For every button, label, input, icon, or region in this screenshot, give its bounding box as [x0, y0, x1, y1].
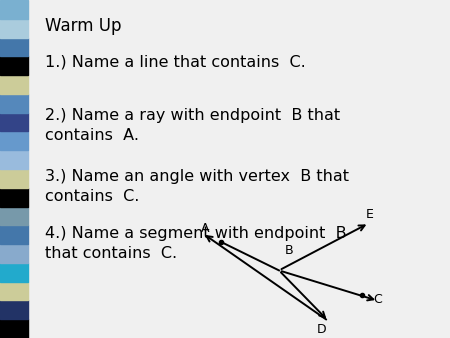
- Text: 3.) Name an angle with vertex  B that
contains  C.: 3.) Name an angle with vertex B that con…: [45, 169, 349, 204]
- Text: C: C: [374, 293, 382, 306]
- Text: 1.) Name a line that contains  C.: 1.) Name a line that contains C.: [45, 54, 306, 69]
- Text: Warm Up: Warm Up: [45, 17, 122, 35]
- Text: D: D: [317, 323, 327, 336]
- Text: B: B: [284, 244, 293, 257]
- Text: 4.) Name a segment with endpoint  B
that contains  C.: 4.) Name a segment with endpoint B that …: [45, 226, 346, 261]
- Text: A: A: [201, 222, 209, 235]
- Text: E: E: [365, 209, 374, 221]
- Text: 2.) Name a ray with endpoint  B that
contains  A.: 2.) Name a ray with endpoint B that cont…: [45, 108, 340, 143]
